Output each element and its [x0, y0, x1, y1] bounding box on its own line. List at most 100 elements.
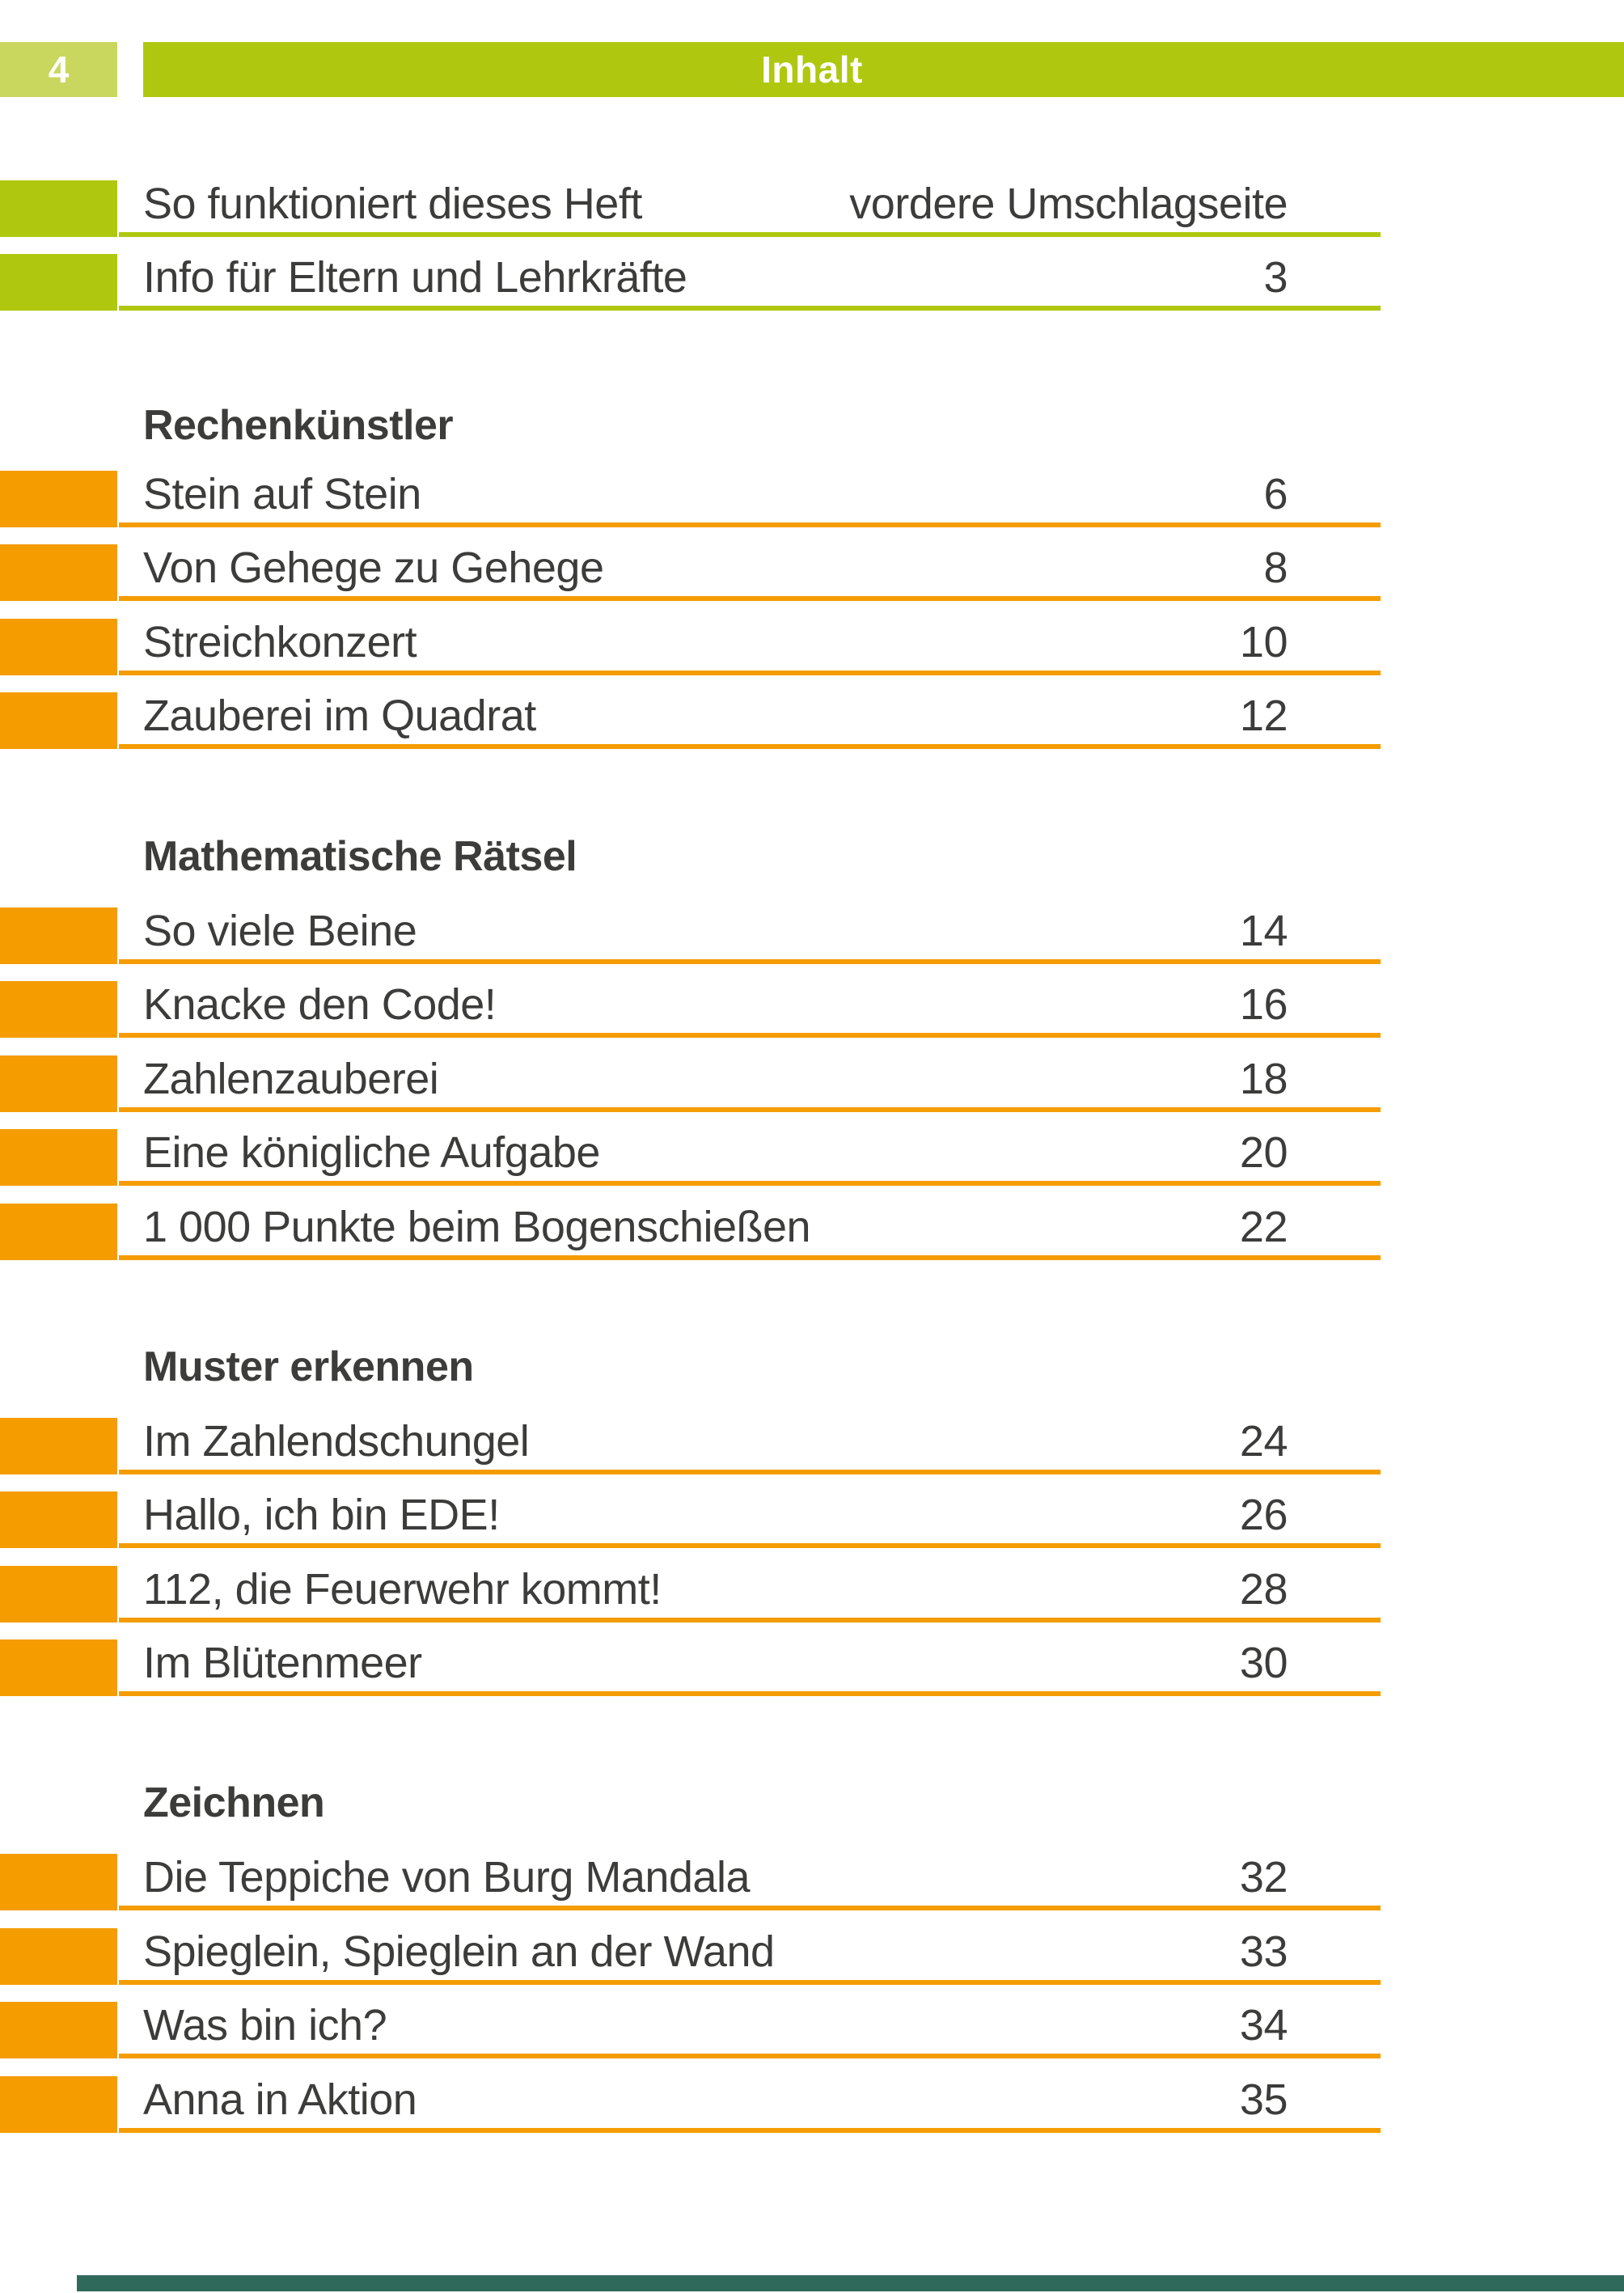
row-title: Spieglein, Spieglein an der Wand — [143, 1927, 775, 1976]
toc-row: Die Teppiche von Burg Mandala 32 — [0, 1854, 1624, 1910]
row-color-block — [0, 1418, 117, 1474]
row-rule — [119, 2054, 1381, 2058]
row-title: Stein auf Stein — [143, 470, 421, 518]
row-page-ref: 20 — [1239, 1128, 1288, 1177]
toc-row: Zauberei im Quadrat 12 — [0, 692, 1624, 749]
row-page-ref: 16 — [1239, 980, 1288, 1029]
row-rule — [119, 232, 1381, 237]
row-title: So funktioniert dieses Heft — [143, 180, 642, 228]
row-color-block — [0, 254, 117, 311]
toc-row: Was bin ich? 34 — [0, 2002, 1624, 2058]
row-page-ref: 3 — [1263, 253, 1288, 302]
row-page-ref: 24 — [1239, 1417, 1288, 1466]
row-rule — [119, 1980, 1381, 1985]
row-title: Info für Eltern und Lehrkräfte — [143, 253, 687, 302]
row-color-block — [0, 471, 117, 527]
row-title: Im Zahlendschungel — [143, 1417, 530, 1466]
row-page-ref: 33 — [1239, 1927, 1288, 1976]
row-page-ref: 12 — [1239, 692, 1288, 740]
row-rule — [119, 1470, 1381, 1474]
row-title: Die Teppiche von Burg Mandala — [143, 1853, 751, 1902]
row-title: Knacke den Code! — [143, 980, 497, 1029]
row-page-ref: 14 — [1239, 907, 1288, 955]
section-heading: Zeichnen — [143, 1779, 325, 1826]
row-page-ref: 6 — [1263, 470, 1288, 518]
row-color-block — [0, 2002, 117, 2058]
row-rule — [119, 522, 1381, 527]
footer-bar — [77, 2275, 1624, 2291]
row-color-block — [0, 1566, 117, 1622]
row-color-block — [0, 1928, 117, 1985]
row-rule — [119, 671, 1381, 675]
toc-row: Knacke den Code! 16 — [0, 981, 1624, 1038]
row-color-block — [0, 1854, 117, 1910]
toc-row: Eine königliche Aufgabe 20 — [0, 1129, 1624, 1186]
toc-row: Im Blütenmeer 30 — [0, 1639, 1624, 1696]
row-title: Im Blütenmeer — [143, 1639, 422, 1687]
row-color-block — [0, 619, 117, 675]
row-title: So viele Beine — [143, 907, 417, 955]
row-title: 1 000 Punkte beim Bogenschießen — [143, 1203, 811, 1251]
row-color-block — [0, 692, 117, 749]
toc-row: Im Zahlendschungel 24 — [0, 1418, 1624, 1474]
row-color-block — [0, 1129, 117, 1186]
toc-row: 1 000 Punkte beim Bogenschießen 22 — [0, 1204, 1624, 1260]
toc-row: Spieglein, Spieglein an der Wand 33 — [0, 1928, 1624, 1985]
page-number: 4 — [48, 49, 70, 91]
toc-row: So viele Beine 14 — [0, 907, 1624, 964]
toc-row: Anna in Aktion 35 — [0, 2076, 1624, 2133]
row-page-ref: 35 — [1239, 2075, 1288, 2124]
header-title: Inhalt — [761, 49, 863, 91]
row-rule — [119, 744, 1381, 749]
section-heading: Mathematische Rätsel — [143, 833, 577, 880]
toc-row: Hallo, ich bin EDE! 26 — [0, 1491, 1624, 1548]
row-color-block — [0, 544, 117, 601]
row-title: 112, die Feuerwehr kommt! — [143, 1565, 662, 1614]
row-page-ref: 18 — [1239, 1055, 1288, 1103]
row-title: Was bin ich? — [143, 2001, 387, 2050]
row-page-ref: 32 — [1239, 1853, 1288, 1902]
section-heading: Rechenkünstler — [143, 402, 454, 449]
row-color-block — [0, 1639, 117, 1696]
row-title: Hallo, ich bin EDE! — [143, 1491, 500, 1539]
row-color-block — [0, 1491, 117, 1548]
row-rule — [119, 1691, 1381, 1696]
row-color-block — [0, 1204, 117, 1260]
toc-row: Info für Eltern und Lehrkräfte 3 — [0, 254, 1624, 311]
row-page-ref: 34 — [1239, 2001, 1288, 2050]
row-page-ref: 22 — [1239, 1203, 1288, 1251]
row-rule — [119, 1107, 1381, 1112]
row-rule — [119, 1906, 1381, 1910]
row-page-ref: 30 — [1239, 1639, 1288, 1687]
row-color-block — [0, 1056, 117, 1112]
toc-row: Zahlenzauberei 18 — [0, 1056, 1624, 1112]
row-rule — [119, 1543, 1381, 1548]
row-rule — [119, 959, 1381, 964]
row-color-block — [0, 180, 117, 237]
row-page-ref: 8 — [1263, 544, 1288, 592]
toc-row: 112, die Feuerwehr kommt! 28 — [0, 1566, 1624, 1622]
row-rule — [119, 1618, 1381, 1622]
toc-row: Von Gehege zu Gehege 8 — [0, 544, 1624, 601]
row-page-ref: 26 — [1239, 1491, 1288, 1539]
toc-row: So funktioniert dieses Heft vordere Umsc… — [0, 180, 1624, 237]
row-rule — [119, 1255, 1381, 1260]
row-page-ref: 10 — [1239, 618, 1288, 666]
row-color-block — [0, 981, 117, 1038]
header-bar — [143, 42, 1624, 97]
row-title: Von Gehege zu Gehege — [143, 544, 604, 592]
row-rule — [119, 1181, 1381, 1186]
row-title: Zahlenzauberei — [143, 1055, 439, 1103]
page-number-box: 4 — [0, 42, 117, 97]
section-heading: Muster erkennen — [143, 1343, 474, 1390]
row-color-block — [0, 2076, 117, 2133]
row-color-block — [0, 907, 117, 964]
row-page-ref: 28 — [1239, 1565, 1288, 1614]
row-rule — [119, 596, 1381, 601]
row-title: Eine königliche Aufgabe — [143, 1128, 600, 1177]
toc-row: Streichkonzert 10 — [0, 619, 1624, 675]
toc-row: Stein auf Stein 6 — [0, 471, 1624, 527]
row-rule — [119, 2128, 1381, 2133]
row-rule — [119, 1033, 1381, 1038]
row-title: Zauberei im Quadrat — [143, 692, 536, 740]
